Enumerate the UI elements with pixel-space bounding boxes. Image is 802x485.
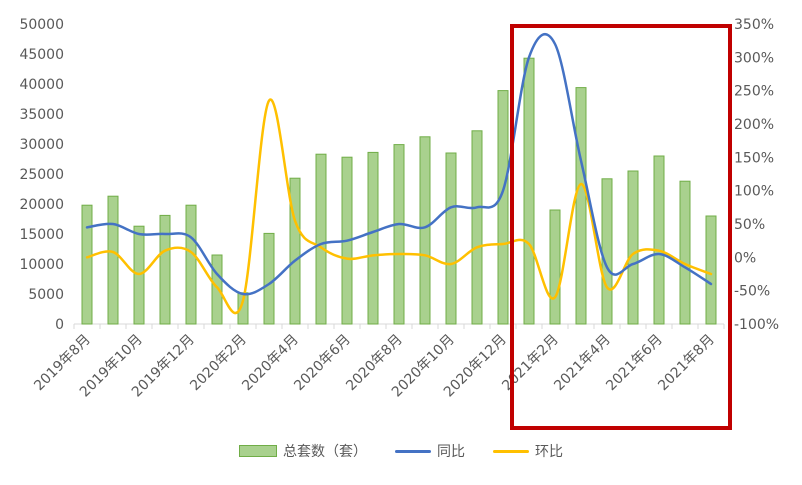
y-left-tick-label: 15000 [19,227,64,243]
legend-item-yoy: 同比 [395,441,465,461]
legend-label-total: 总套数（套） [283,444,367,460]
bar [289,177,301,325]
bar [211,254,223,325]
bar [185,204,197,325]
legend-item-mom: 环比 [493,441,563,461]
bar [393,144,405,325]
y-left-tick-label: 20000 [19,197,64,213]
legend-label-mom: 环比 [535,444,563,460]
y-right-tick-label: 100% [734,184,774,200]
bar [627,170,639,325]
y-left-tick-label: 35000 [19,107,64,123]
y-right-tick-label: 0% [734,250,756,266]
bar [497,90,509,325]
y-right-tick-label: 250% [734,84,774,100]
bar [315,153,327,325]
legend-item-total: 总套数（套） [239,441,367,461]
y-right-tick-label: 50% [734,217,765,233]
y-left-tick-label: 0 [55,317,64,333]
y-left-tick-label: 30000 [19,137,64,153]
y-right-tick-label: 350% [734,17,774,33]
y-left-tick-label: 50000 [19,17,64,33]
chart-legend: 总套数（套） 同比 环比 [0,436,802,466]
y-right-tick-label: 150% [734,150,774,166]
bar [81,204,93,325]
yoy-line [85,32,713,296]
bar [159,214,171,325]
y-right-tick-label: 300% [734,50,774,66]
highlight-box [510,24,732,430]
bar [601,178,613,325]
y-left-tick-label: 10000 [19,257,64,273]
bar [705,215,717,325]
bar [471,130,483,325]
x-tick-label: 2021年8月 [655,332,718,395]
bar [679,180,691,325]
bar [523,57,535,325]
y-left-tick-label: 40000 [19,77,64,93]
mom-line [85,98,713,315]
bar [575,87,587,325]
y-left-tick-label: 45000 [19,47,64,63]
y-right-tick-label: -50% [734,284,770,300]
bar [653,155,665,325]
bar [549,209,561,325]
y-left-tick-label: 25000 [19,167,64,183]
bar [367,151,379,325]
legend-label-yoy: 同比 [437,444,465,460]
y-right-tick-label: -100% [734,317,779,333]
bar [445,152,457,325]
bar [419,136,431,325]
legend-swatch-bar [239,445,277,457]
bar [263,232,275,325]
y-right-tick-label: 200% [734,117,774,133]
y-left-tick-label: 5000 [28,287,64,303]
bar [107,195,119,325]
legend-swatch-mom [493,449,529,453]
legend-swatch-yoy [395,449,431,453]
